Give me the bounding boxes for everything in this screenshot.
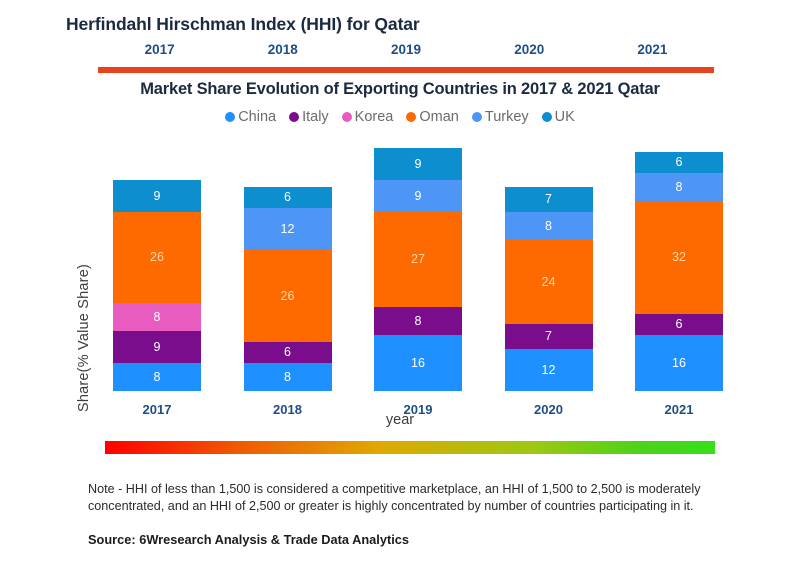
bar-segment-value: 9 xyxy=(153,188,161,203)
legend-item-china[interactable]: China xyxy=(225,109,276,125)
chart-subtitle: Market Share Evolution of Exporting Coun… xyxy=(140,80,660,98)
bar-segment-value: 9 xyxy=(414,156,422,171)
bar-segment-value: 9 xyxy=(153,340,161,354)
top-year-row: 2017 2018 2019 2020 2021 xyxy=(98,42,714,57)
bar-segment-italy-2021[interactable]: 6 xyxy=(635,313,723,335)
bar-segment-value: 6 xyxy=(284,190,291,205)
bar-segment-china-2017[interactable]: 8 xyxy=(113,362,201,391)
bar-segment-value: 6 xyxy=(284,345,291,360)
bar-column-2018[interactable]: 6 12 26 6 8 2018 xyxy=(243,140,332,425)
x-tick-2019: 2019 xyxy=(403,402,433,417)
x-tick-2018: 2018 xyxy=(273,402,302,417)
bar-segment-oman-2019[interactable]: 27 xyxy=(374,211,462,307)
bar-segment-value: 16 xyxy=(411,355,425,370)
bar-segment-value: 16 xyxy=(672,355,686,370)
bar-segment-value: 24 xyxy=(541,274,556,289)
accent-divider xyxy=(98,67,714,73)
legend-item-oman[interactable]: Oman xyxy=(406,109,459,125)
bar-group: 9 26 8 9 8 2017 6 12 26 6 8 2018 9 9 27 8 16 2019 7 8 24 7 12 2… xyxy=(113,140,723,425)
bar-segment-oman-2017[interactable]: 26 xyxy=(113,211,201,304)
bar-column-2017[interactable]: 9 26 8 9 8 2017 xyxy=(113,140,201,425)
bar-segment-value: 7 xyxy=(545,329,552,344)
bar-segment-italy-2020[interactable]: 7 xyxy=(504,324,593,349)
bar-segment-oman-2020[interactable]: 24 xyxy=(504,239,593,325)
legend-label: Oman xyxy=(419,109,459,125)
legend-swatch-turkey-icon xyxy=(471,112,482,122)
bar-column-2020[interactable]: 7 8 24 7 12 2020 xyxy=(504,140,593,425)
bar-segment-uk-2019[interactable]: 9 xyxy=(374,148,462,180)
bar-segment-turkey-2018[interactable]: 12 xyxy=(243,207,332,251)
bar-segment-korea-2017[interactable]: 8 xyxy=(113,303,201,332)
bar-column-2019[interactable]: 9 9 27 8 16 2019 xyxy=(374,140,462,425)
bar-segment-value: 26 xyxy=(280,288,295,303)
bar-segment-value: 6 xyxy=(675,317,683,332)
bar-segment-value: 12 xyxy=(541,362,556,377)
note-text: Note - HHI of less than 1,500 is conside… xyxy=(88,482,701,513)
concentration-gradient-bar xyxy=(105,441,715,454)
bar-segment-italy-2017[interactable]: 9 xyxy=(113,331,201,363)
bar-segment-turkey-2020[interactable]: 8 xyxy=(504,211,593,240)
legend-label: Turkey xyxy=(484,109,529,125)
bar-segment-value: 8 xyxy=(545,218,552,233)
bar-segment-china-2019[interactable]: 16 xyxy=(374,334,462,391)
bar-segment-value: 26 xyxy=(150,250,164,265)
bar-segment-uk-2018[interactable]: 6 xyxy=(243,186,332,208)
legend-item-korea[interactable]: Korea xyxy=(341,109,394,125)
bar-segment-turkey-2021[interactable]: 8 xyxy=(635,172,723,201)
legend-label: Italy xyxy=(302,109,329,125)
bar-segment-value: 12 xyxy=(280,222,295,237)
bar-segment-value: 6 xyxy=(675,155,683,170)
bar-segment-china-2020[interactable]: 12 xyxy=(504,348,593,391)
bar-segment-value: 32 xyxy=(672,250,686,265)
legend-swatch-italy-icon xyxy=(289,112,300,122)
bar-segment-value: 8 xyxy=(153,369,161,384)
bar-segment-oman-2018[interactable]: 26 xyxy=(243,250,332,342)
legend-swatch-korea-icon xyxy=(341,112,352,122)
bar-segment-uk-2021[interactable]: 6 xyxy=(635,151,723,173)
top-year-2019: 2019 xyxy=(390,42,422,57)
legend-swatch-china-icon xyxy=(225,112,236,122)
y-axis-ticks xyxy=(74,140,108,425)
bar-segment-value: 7 xyxy=(545,192,552,207)
chart-plot-area: Share(% Value Share) 9 26 8 9 8 2017 6 12 26 6 8 20… xyxy=(0,140,800,428)
top-year-2018: 2018 xyxy=(267,42,298,57)
legend-label: China xyxy=(238,109,277,125)
bar-segment-uk-2017[interactable]: 9 xyxy=(113,179,201,212)
legend-item-uk[interactable]: UK xyxy=(541,109,575,125)
bar-segment-turkey-2019[interactable]: 9 xyxy=(374,179,462,212)
x-tick-2017: 2017 xyxy=(142,402,172,417)
legend-item-turkey[interactable]: Turkey xyxy=(471,109,529,125)
x-axis-label: year xyxy=(385,412,415,428)
chart-legend: China Italy Korea Oman Turkey UK xyxy=(0,109,800,125)
source-text: Source: 6Wresearch Analysis & Trade Data… xyxy=(88,532,410,547)
legend-label: UK xyxy=(554,109,575,125)
top-year-2017: 2017 xyxy=(144,42,175,57)
bar-segment-value: 9 xyxy=(414,188,422,203)
legend-item-italy[interactable]: Italy xyxy=(289,109,329,125)
bar-column-2021[interactable]: 6 8 32 6 16 2021 xyxy=(635,140,723,425)
bar-segment-china-2018[interactable]: 8 xyxy=(243,362,332,391)
bar-segment-china-2021[interactable]: 16 xyxy=(635,334,723,391)
bar-segment-italy-2018[interactable]: 6 xyxy=(243,341,332,363)
x-tick-2021: 2021 xyxy=(664,402,694,417)
page-title: Herfindahl Hirschman Index (HHI) for Qat… xyxy=(66,14,420,34)
bar-segment-value: 8 xyxy=(414,313,422,328)
legend-label: Korea xyxy=(354,109,394,125)
bar-segment-value: 8 xyxy=(153,310,161,325)
bar-segment-value: 27 xyxy=(411,252,425,267)
x-tick-2020: 2020 xyxy=(534,402,563,417)
bar-segment-uk-2020[interactable]: 7 xyxy=(504,186,593,212)
top-year-2020: 2020 xyxy=(514,42,545,57)
bar-segment-value: 8 xyxy=(284,369,291,384)
bar-segment-value: 8 xyxy=(675,179,683,194)
bar-segment-italy-2019[interactable]: 8 xyxy=(374,306,462,335)
top-year-2021: 2021 xyxy=(637,42,668,57)
bar-segment-oman-2021[interactable]: 32 xyxy=(635,200,723,314)
legend-swatch-oman-icon xyxy=(406,112,417,122)
legend-swatch-uk-icon xyxy=(541,112,552,122)
